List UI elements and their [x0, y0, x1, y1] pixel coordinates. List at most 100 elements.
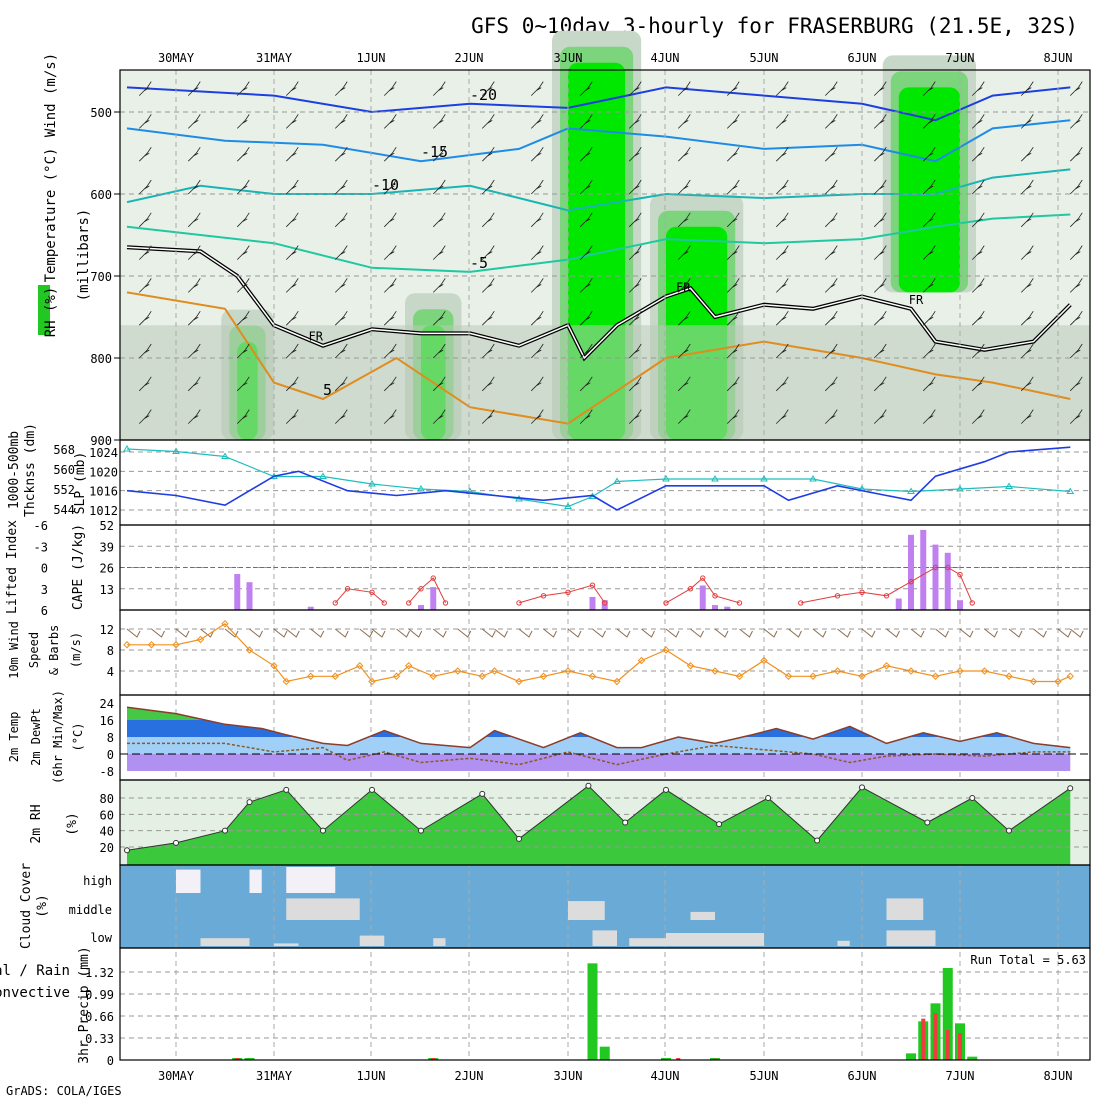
- wind-barb: [1020, 409, 1034, 424]
- y-tick-label: 800: [90, 352, 112, 366]
- rh-low-level-shading: [120, 325, 1090, 440]
- wind-barb: [187, 343, 201, 359]
- wind-barb: [138, 114, 152, 129]
- wind-barb: [334, 81, 348, 96]
- wind-barb: [481, 343, 495, 359]
- x-tick-label-bottom: 5JUN: [750, 1069, 779, 1083]
- precip-tick-label: 0.99: [85, 988, 114, 1002]
- cape-bar: [418, 605, 424, 610]
- rh-marker: [418, 827, 424, 834]
- thickness-marker: [368, 480, 376, 487]
- rh-marker: [814, 837, 821, 844]
- wind-barb: [383, 179, 397, 195]
- thickness_slp-background: [120, 440, 1090, 525]
- cape-tick-label: 26: [100, 562, 114, 576]
- wind-barb: [432, 343, 446, 359]
- wind-barb: [579, 376, 593, 392]
- wind-barb: [1020, 146, 1034, 162]
- wind-barb: [334, 179, 348, 195]
- surface-wind-barb: [984, 628, 998, 638]
- precip-convective-bar: [921, 1018, 926, 1060]
- precip-tick-label: 0.33: [85, 1032, 114, 1046]
- thickness-marker: [221, 452, 229, 459]
- temp-band-3: [127, 754, 1071, 771]
- lifted-index-marker: [945, 564, 951, 571]
- rh-marker: [173, 839, 179, 846]
- ylabel-temperature: Temperature (°C): [43, 148, 59, 283]
- surface-wind-barb: [935, 628, 949, 638]
- thickness-tick-label: 568: [53, 443, 75, 457]
- wind-barb: [187, 212, 201, 228]
- surface-wind-barb: [567, 628, 582, 638]
- y-tick-label: 900: [90, 434, 112, 448]
- cloud-block-low: [592, 930, 617, 946]
- lifted-index-marker: [712, 593, 718, 599]
- surface-wind-barb: [1069, 628, 1084, 638]
- wind-barb: [1069, 81, 1083, 96]
- surface-wind-barb: [494, 628, 508, 638]
- wind-barb: [873, 245, 887, 260]
- wind-barb: [383, 409, 397, 424]
- wind-barb: [383, 146, 397, 162]
- thickness-marker: [711, 475, 719, 482]
- thickness-marker: [1066, 487, 1075, 494]
- isotherm--20: [126, 86, 1071, 122]
- wind-speed-marker: [588, 672, 597, 680]
- wind-barb: [1020, 114, 1034, 129]
- rh-marker: [320, 827, 326, 834]
- wind-barb: [285, 146, 299, 162]
- wind-barb: [873, 278, 887, 293]
- cloud-block-middle: [886, 898, 924, 920]
- wind-barb: [334, 376, 348, 392]
- wind-barb: [775, 179, 789, 195]
- wind-barb: [285, 343, 299, 359]
- wind-barb: [530, 114, 544, 129]
- wind-barb: [481, 212, 495, 228]
- wind-barb: [677, 376, 691, 392]
- rh-marker: [1006, 827, 1012, 834]
- wind-barb: [677, 212, 691, 228]
- wind-barb: [775, 114, 789, 129]
- precip-convective-bar: [933, 1013, 938, 1060]
- wind-barb: [677, 114, 691, 129]
- rh-marker: [622, 819, 629, 826]
- wind-barb: [971, 245, 985, 260]
- wind-barb: [628, 146, 642, 162]
- rh-marker: [663, 786, 669, 793]
- wind-barb: [236, 310, 250, 326]
- surface-wind-barb: [481, 628, 496, 638]
- wind-barb: [677, 343, 691, 359]
- cloud-block-low: [629, 938, 666, 946]
- wind-barb: [579, 179, 593, 195]
- cloud-block-low: [359, 935, 385, 946]
- wind-barb: [922, 376, 936, 392]
- wind-barb: [334, 245, 348, 260]
- wind-speed-marker: [662, 646, 670, 654]
- ylabel-cloud-line-0: Cloud Cover: [19, 863, 34, 949]
- wind-barb: [481, 114, 495, 129]
- lifted-index-marker: [540, 593, 547, 599]
- li-tick-label: 6: [41, 604, 48, 618]
- wind-barb: [334, 278, 348, 293]
- wind-barb: [726, 146, 740, 162]
- wind-barb: [628, 409, 642, 424]
- x-tick-label-top: 5JUN: [750, 51, 779, 65]
- precip-convective-bar: [713, 1058, 717, 1060]
- cape-tick-label: 39: [100, 540, 114, 554]
- thickness-marker: [417, 485, 425, 492]
- wind-barb: [971, 81, 985, 96]
- wind-barb: [579, 245, 593, 260]
- cloud-block-low: [886, 930, 936, 946]
- wind-barb: [432, 146, 446, 162]
- lifted-index-marker: [932, 564, 939, 571]
- precip-tick-label: 1.32: [85, 966, 114, 980]
- thickness-marker: [907, 487, 915, 494]
- rh-marker: [124, 847, 130, 854]
- wind-speed-marker: [858, 672, 866, 680]
- wind-barb: [236, 179, 250, 195]
- cape-tick-label: 13: [100, 583, 114, 597]
- isotherm--5: [126, 213, 1071, 273]
- wind-barb: [873, 310, 887, 326]
- wind-barb: [579, 114, 593, 129]
- wind-barb: [726, 278, 740, 293]
